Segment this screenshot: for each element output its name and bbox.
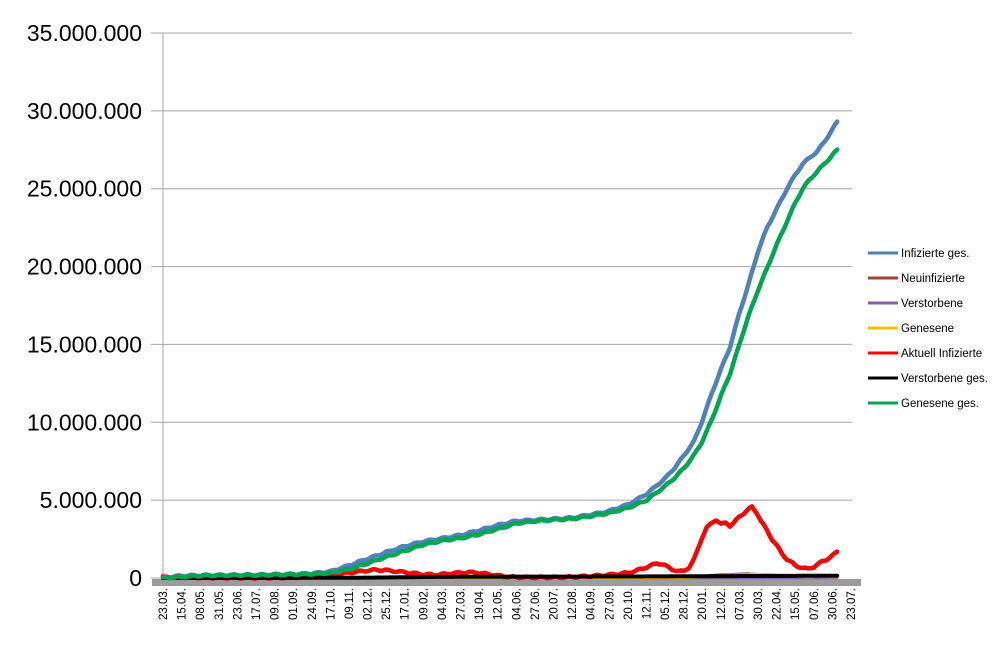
x-axis-tick-label: 08.05. [195, 588, 207, 620]
x-axis-tick-label: 30.06. [827, 588, 839, 620]
x-axis-bar [152, 579, 861, 586]
x-axis-tick-label: 23.03. [158, 588, 170, 620]
legend-label: Aktuell Infizierte [901, 348, 982, 360]
x-axis-tick-label: 09.08. [270, 588, 282, 620]
y-axis-tick-label: 15.000.000 [27, 331, 142, 357]
x-axis-tick-label: 17.07. [251, 588, 263, 620]
series-line-verstorbene-ges [161, 573, 840, 580]
x-axis-tick-label: 25.12. [381, 588, 393, 620]
y-axis-tick-label: 10.000.000 [27, 409, 142, 435]
x-axis-tick-label: 20.07. [548, 588, 560, 620]
legend-label: Infizierte ges. [901, 248, 969, 260]
y-axis-tick-label: 20.000.000 [27, 254, 142, 280]
x-axis-tick-label: 15.05. [790, 588, 802, 620]
x-axis-tick-label: 23.07. [846, 588, 858, 620]
x-axis-tick-label: 17.01. [400, 588, 412, 620]
x-axis-tick-label: 27.06. [530, 588, 542, 620]
x-axis-tick-label: 19.04. [474, 588, 486, 620]
x-axis-tick-label: 28.12. [679, 588, 691, 620]
x-axis-tick-label: 04.03. [437, 588, 449, 620]
x-axis-tick-label: 20.10. [623, 588, 635, 620]
x-axis-tick-label: 30.03. [753, 588, 765, 620]
x-axis-tick-label: 02.12. [363, 588, 375, 620]
y-axis-tick-label: 25.000.000 [27, 176, 142, 202]
x-axis-tick-label: 07.06. [809, 588, 821, 620]
y-axis-tick-label: 30.000.000 [27, 98, 142, 124]
x-axis-tick-label: 12.11. [641, 588, 653, 619]
x-axis-tick-label: 07.03. [734, 588, 746, 620]
x-axis-tick-label: 27.09. [604, 588, 616, 620]
x-axis-tick-label: 09.11. [344, 588, 356, 619]
x-axis-tick-label: 04.06. [511, 588, 523, 620]
legend-label: Genesene ges. [901, 398, 979, 410]
x-axis-tick-label: 27.03. [456, 588, 468, 620]
x-axis-tick-label: 24.09. [307, 588, 319, 620]
x-axis-tick-label: 12.08. [567, 588, 579, 620]
x-axis-tick-label: 09.02. [418, 588, 430, 620]
x-axis-tick-label: 04.09. [586, 588, 598, 620]
x-axis-tick-label: 17.10. [325, 588, 337, 620]
x-axis-tick-label: 22.04. [772, 588, 784, 620]
legend-label: Verstorbene ges. [901, 373, 988, 385]
legend-label: Genesene [901, 323, 954, 335]
y-axis-tick-label: 35.000.000 [27, 20, 142, 46]
y-axis-tick-label: 0 [129, 565, 142, 591]
x-axis-tick-label: 12.05. [493, 588, 505, 620]
x-axis-tick-label: 23.06. [232, 588, 244, 620]
x-axis-tick-label: 20.01. [697, 588, 709, 620]
x-axis-tick-label: 05.12. [660, 588, 672, 620]
legend-label: Neuinfizierte [901, 273, 965, 285]
x-axis-tick-label: 31.05. [214, 588, 226, 620]
x-axis-tick-label: 12.02. [716, 588, 728, 620]
y-axis-tick-label: 5.000.000 [40, 487, 142, 513]
x-axis-tick-label: 01.09. [288, 588, 300, 620]
legend-label: Verstorbene [901, 298, 963, 310]
series-line-genesene-ges [160, 147, 840, 581]
x-axis-tick-label: 15.04. [177, 588, 189, 620]
